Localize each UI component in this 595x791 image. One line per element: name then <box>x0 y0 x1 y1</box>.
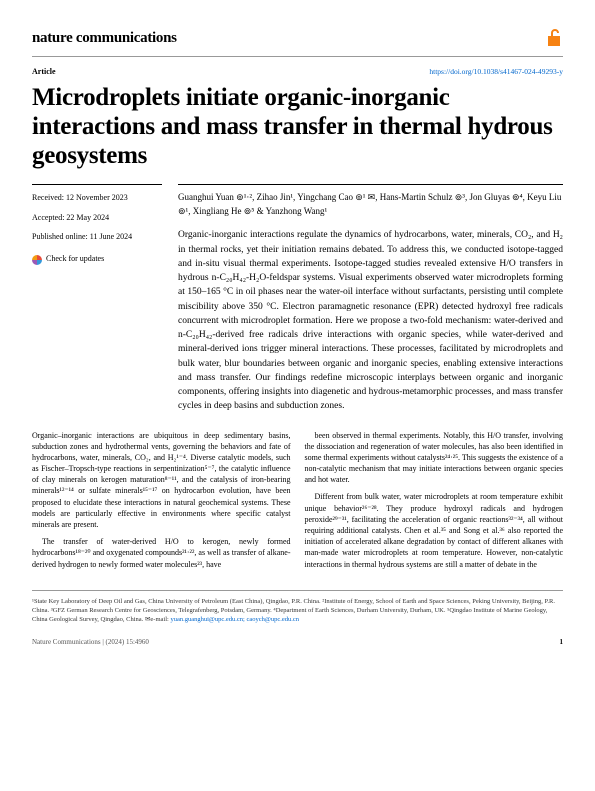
header-rule <box>32 56 563 57</box>
footer-citation: Nature Communications | (2024) 15:4960 <box>32 638 149 646</box>
article-title: Microdroplets initiate organic-inorganic… <box>32 84 563 170</box>
open-access-icon <box>547 28 563 48</box>
check-updates-link[interactable]: Check for updates <box>32 252 162 266</box>
email-label: ✉e-mail: <box>145 616 170 623</box>
published-date: Published online: 11 June 2024 <box>32 230 162 244</box>
body-paragraph: The transfer of water-derived H/O to ker… <box>32 536 291 570</box>
received-date: Received: 12 November 2023 <box>32 191 162 205</box>
body-paragraph: been observed in thermal experiments. No… <box>305 430 564 486</box>
abstract: Organic-inorganic interactions regulate … <box>178 228 563 413</box>
crossmark-icon <box>32 255 42 265</box>
corresponding-email[interactable]: yuan.guanghui@upc.edu.cn; caoych@upc.edu… <box>170 616 299 623</box>
accepted-date: Accepted: 22 May 2024 <box>32 211 162 225</box>
article-type: Article <box>32 67 56 76</box>
body-paragraph: Different from bulk water, water microdr… <box>305 491 564 569</box>
author-list: Guanghui Yuan ⊚¹·², Zihao Jin¹, Yingchan… <box>178 191 563 218</box>
body-paragraph: Organic–inorganic interactions are ubiqu… <box>32 430 291 531</box>
affiliations: ¹State Key Laboratory of Deep Oil and Ga… <box>32 590 563 624</box>
journal-name: nature communications <box>32 30 177 47</box>
page-number: 1 <box>560 638 564 646</box>
body-text: Organic–inorganic interactions are ubiqu… <box>32 430 563 576</box>
doi-link[interactable]: https://doi.org/10.1038/s41467-024-49293… <box>429 67 563 76</box>
check-updates-label: Check for updates <box>46 252 104 266</box>
